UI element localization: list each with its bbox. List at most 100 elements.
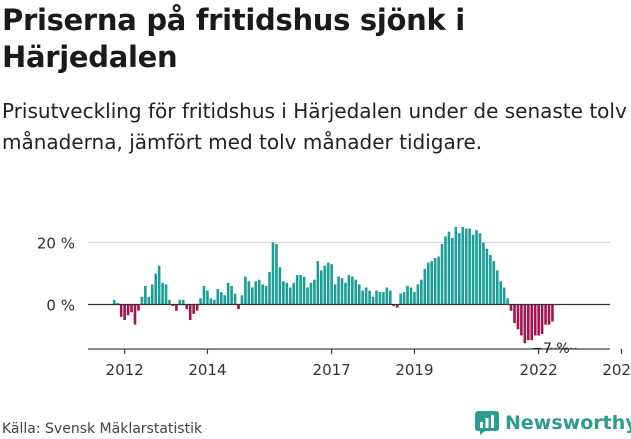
source-note: Källa: Svensk Mäklarstatistik	[2, 421, 203, 437]
bar	[340, 278, 344, 305]
bar	[285, 282, 289, 305]
bar	[440, 244, 444, 305]
bar	[244, 276, 247, 305]
bar	[454, 227, 458, 305]
bar	[219, 292, 223, 305]
bar	[351, 276, 354, 305]
bar	[240, 295, 244, 305]
bar	[130, 304, 133, 313]
bar	[499, 281, 502, 305]
bar	[382, 292, 385, 305]
bar	[195, 304, 199, 311]
bar	[375, 290, 378, 305]
bar	[416, 284, 420, 305]
bar	[513, 304, 516, 324]
bar	[164, 284, 168, 305]
bar	[523, 304, 527, 344]
bar	[509, 304, 513, 311]
x-tick-label: 2019	[395, 361, 433, 379]
bar	[409, 287, 413, 305]
bar	[137, 304, 140, 311]
bar	[268, 271, 271, 305]
bar	[371, 296, 375, 305]
bar	[420, 279, 423, 305]
bar	[251, 287, 254, 305]
chart-title: Priserna på fritidshus sjönk i Härjedale…	[2, 3, 465, 74]
axes: 0 % 20 % 2012 2014 2017 2019 2022 2024	[37, 235, 631, 380]
bar	[489, 254, 492, 305]
bar	[144, 285, 147, 305]
bar	[178, 299, 182, 305]
bar	[278, 267, 282, 305]
bar	[302, 276, 306, 305]
bar	[482, 242, 485, 305]
bar	[309, 282, 313, 305]
bar	[378, 292, 382, 305]
bar	[385, 287, 389, 305]
bar	[485, 248, 489, 305]
bar	[147, 296, 151, 305]
bar	[451, 237, 454, 305]
bar	[399, 293, 402, 305]
newsworthy-logo[interactable]: Newsworthy	[475, 408, 631, 438]
bar	[264, 285, 268, 305]
bar	[395, 304, 399, 308]
bar	[213, 299, 216, 305]
bar	[313, 279, 316, 305]
bar	[175, 304, 178, 311]
x-tick-label: 2014	[188, 361, 226, 379]
bar	[475, 230, 478, 305]
bar	[506, 298, 509, 305]
bar	[288, 287, 292, 305]
bar	[154, 273, 157, 305]
bar	[354, 279, 358, 305]
bar	[323, 265, 327, 305]
bar	[261, 284, 264, 305]
bar	[478, 233, 482, 305]
bar	[426, 262, 430, 305]
bar	[464, 228, 468, 305]
bar	[199, 298, 202, 305]
bar	[537, 304, 540, 336]
bar	[544, 304, 547, 325]
bar	[364, 287, 368, 305]
bar	[530, 304, 534, 341]
bar-chart: 0 % 20 % 2012 2014 2017 2019 2022 2024 −7 %	[37, 227, 631, 380]
bar	[502, 287, 506, 305]
bar	[171, 304, 175, 307]
bar	[226, 282, 230, 305]
bar	[540, 304, 544, 334]
bar	[320, 270, 323, 305]
annotations: −7 %	[531, 341, 577, 357]
bar	[292, 282, 295, 305]
bar	[430, 261, 433, 305]
bar	[447, 231, 451, 305]
bar	[551, 304, 554, 322]
bar	[389, 290, 392, 305]
bar	[527, 304, 530, 341]
chart-subtitle: Prisutveckling för fritidshus i Härjedal…	[2, 99, 627, 154]
bar	[299, 275, 302, 305]
newsworthy-logo-icon	[475, 411, 499, 435]
bar	[216, 289, 220, 305]
bar	[495, 270, 499, 305]
bar	[533, 304, 537, 336]
bar	[223, 295, 226, 305]
last-value-label: −7 %	[531, 341, 569, 357]
bar	[368, 290, 371, 305]
bar	[423, 268, 427, 305]
bar	[282, 281, 285, 305]
bar	[402, 292, 406, 305]
bar	[202, 285, 206, 305]
bar	[119, 304, 123, 317]
bar	[157, 265, 161, 305]
bar	[444, 236, 447, 305]
bar	[344, 282, 347, 305]
bar	[247, 281, 251, 305]
bar	[161, 282, 164, 305]
bar	[275, 244, 278, 305]
bar	[458, 233, 461, 305]
bar	[257, 279, 261, 305]
bar	[468, 228, 471, 305]
bar	[330, 264, 333, 305]
